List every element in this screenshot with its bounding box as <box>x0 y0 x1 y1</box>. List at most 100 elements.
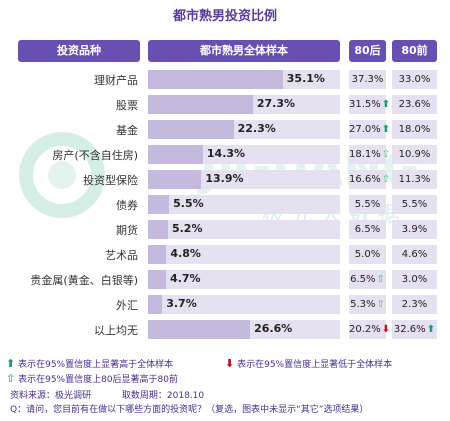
chart-row: 期货 5.2% 6.5% 3.9% <box>0 218 450 241</box>
pre80-value-cell: 33.0% <box>392 70 437 89</box>
bar-track: 26.6% <box>148 320 340 339</box>
pre80-value: 4.6% <box>401 249 428 260</box>
post80-value-cell: 6.5% <box>349 220 386 239</box>
bar <box>148 145 203 164</box>
category-label: 期货 <box>116 224 138 237</box>
post80-value-cell: 16.6%⇧ <box>349 170 390 189</box>
chart-row: 贵金属(黄金、白银等) 4.7% 6.5%⇧ 3.0% <box>0 268 450 291</box>
pre80-value: 18.0% <box>398 124 431 135</box>
chart-row: 艺术品 4.8% 5.0% 4.6% <box>0 243 450 266</box>
bar-value-label: 27.3% <box>256 97 295 110</box>
legend-hollow-text: 表示在95%置信度上80后显著高于80前 <box>18 375 179 385</box>
bar-track: 27.3% <box>148 95 340 114</box>
pre80-value-cell: 4.6% <box>392 245 437 264</box>
legend-down-text: 表示在95%置信度上显著低于全体样本 <box>237 360 393 370</box>
category-label: 艺术品 <box>105 249 138 262</box>
bar <box>148 220 168 239</box>
bar-track: 13.9% <box>148 170 340 189</box>
pre80-value-cell: 18.0% <box>392 120 437 139</box>
arrow-up-solid-icon: ⬆ <box>6 357 16 370</box>
pre80-value: 3.9% <box>401 224 428 235</box>
bar <box>148 170 202 189</box>
post80-value: 18.1% <box>349 149 381 160</box>
pre80-value-cell: 5.5% <box>392 195 437 214</box>
category-label: 外汇 <box>116 299 138 312</box>
arrow-up-hollow-icon: ⇧ <box>381 174 391 185</box>
pre80-value-cell: 10.9% <box>392 145 437 164</box>
bar <box>148 70 283 89</box>
bar-track: 35.1% <box>148 70 340 89</box>
pre80-value: 5.5% <box>401 199 428 210</box>
pre80-value: 32.6% <box>393 324 426 335</box>
chart-row: 以上均无 26.6% 20.2%⬇ 32.6%⬆ <box>0 318 450 341</box>
post80-value: 27.0% <box>349 124 381 135</box>
category-label: 理财产品 <box>94 74 138 87</box>
post80-value: 16.6% <box>349 174 381 185</box>
bar <box>148 320 251 339</box>
bar-track: 5.5% <box>148 195 340 214</box>
pre80-value-cell: 2.3% <box>392 295 437 314</box>
arrow-up-solid-icon: ⬆ <box>381 124 391 135</box>
post80-value-cell: 18.1%⇧ <box>349 145 390 164</box>
legend-down-line: ⬇ 表示在95%置信度上显著低于全体样本 <box>225 357 392 370</box>
bar-track: 3.7% <box>148 295 340 314</box>
pre80-value-cell: 32.6%⬆ <box>392 320 437 339</box>
bar <box>148 295 163 314</box>
category-label: 股票 <box>116 99 138 112</box>
bar-value-label: 35.1% <box>286 72 325 85</box>
post80-value-cell: 27.0%⬆ <box>349 120 390 139</box>
chart-row: 股票 27.3% 31.5%⬆ 23.6% <box>0 93 450 116</box>
post80-value-cell: 20.2%⬇ <box>349 320 390 339</box>
arrow-up-hollow-icon: ⇧ <box>376 274 385 285</box>
bar-value-label: 13.9% <box>205 172 244 185</box>
arrow-down-solid-icon: ⬇ <box>381 324 391 335</box>
post80-value: 5.3% <box>350 299 376 310</box>
header-post80: 80后 <box>349 40 386 62</box>
chart-row: 理财产品 35.1% 37.3% 33.0% <box>0 68 450 91</box>
bar <box>148 245 167 264</box>
question-text: Q：请问，您目前有在做以下哪些方面的投资呢？（复选，图表中未显示“其它”选项结果… <box>10 405 369 415</box>
post80-value-cell: 6.5%⇧ <box>349 270 386 289</box>
bar-value-label: 3.7% <box>166 297 197 310</box>
post80-value-cell: 5.0% <box>349 245 386 264</box>
header-overall: 都市熟男全体样本 <box>148 40 340 62</box>
bar <box>148 120 234 139</box>
chart-title: 都市熟男投资比例 <box>172 9 277 24</box>
bar-value-label: 26.6% <box>254 322 293 335</box>
post80-value: 6.5% <box>354 224 381 235</box>
header-category: 投资品种 <box>18 40 140 62</box>
bar <box>148 95 253 114</box>
bar-value-label: 4.7% <box>170 272 201 285</box>
post80-value: 5.5% <box>354 199 381 210</box>
arrow-up-hollow-icon: ⇧ <box>376 299 385 310</box>
post80-value: 31.5% <box>349 99 381 110</box>
pre80-value: 3.0% <box>401 274 428 285</box>
chart-row: 外汇 3.7% 5.3%⇧ 2.3% <box>0 293 450 316</box>
bar-track: 4.7% <box>148 270 340 289</box>
chart-row: 投资型保险 13.9% 16.6%⇧ 11.3% <box>0 168 450 191</box>
arrow-up-hollow-icon: ⇧ <box>381 149 391 160</box>
bar-value-label: 14.3% <box>206 147 246 160</box>
header-pre80: 80前 <box>392 40 437 62</box>
post80-value-cell: 31.5%⬆ <box>349 95 390 114</box>
post80-value: 5.0% <box>354 249 381 260</box>
category-label: 以上均无 <box>94 324 138 337</box>
source-text: 资料来源：极光调研 <box>10 391 92 401</box>
arrow-up-solid-icon: ⬆ <box>381 99 391 110</box>
category-label: 房产(不含自住房) <box>52 149 138 162</box>
post80-value-cell: 37.3% <box>349 70 386 89</box>
category-label: 贵金属(黄金、白银等) <box>30 274 138 287</box>
pre80-value-cell: 3.0% <box>392 270 437 289</box>
chart-row: 债券 5.5% 5.5% 5.5% <box>0 193 450 216</box>
post80-value-cell: 5.5% <box>349 195 386 214</box>
category-label: 投资型保险 <box>83 174 138 187</box>
bar <box>148 270 167 289</box>
pre80-value: 11.3% <box>398 174 431 185</box>
period-text: 取数周期：2018.10 <box>121 391 205 401</box>
bar-track: 5.2% <box>148 220 340 239</box>
post80-value: 37.3% <box>351 74 384 85</box>
pre80-value: 10.9% <box>398 149 431 160</box>
chart-row: 基金 22.3% 27.0%⬆ 18.0% <box>0 118 450 141</box>
arrow-down-solid-icon: ⬇ <box>225 357 235 370</box>
chart-row: 房产(不含自住房) 14.3% 18.1%⇧ 10.9% <box>0 143 450 166</box>
